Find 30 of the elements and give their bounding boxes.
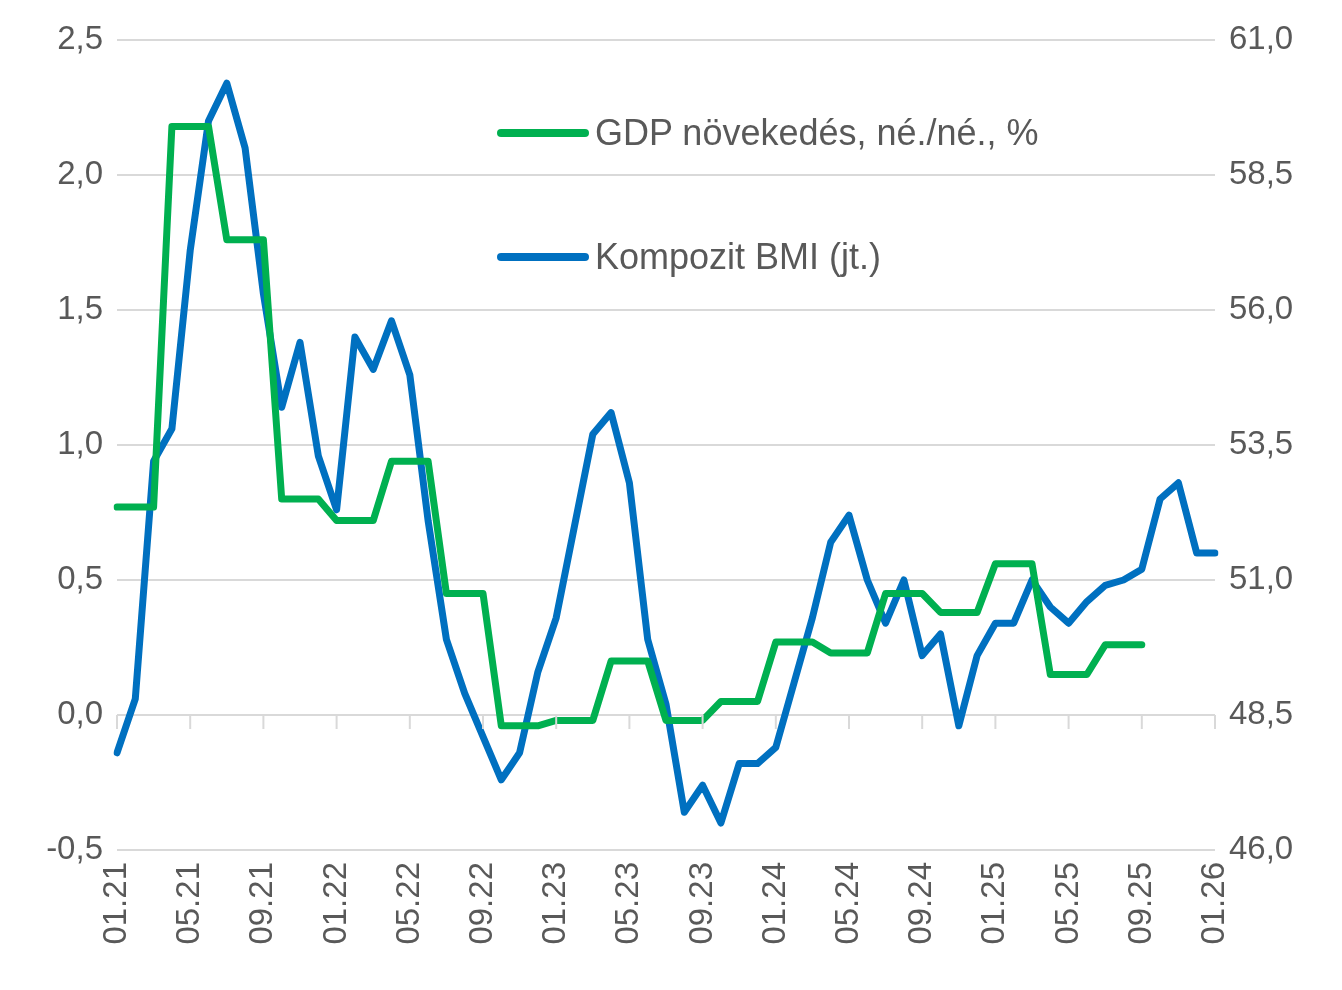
x-tick-label: 05.23 xyxy=(608,862,646,945)
legend-label: GDP növekedés, né./né., % xyxy=(595,112,1039,154)
y-tick-label: 2,5 xyxy=(57,19,103,57)
legend-label: Kompozit BMI (jt.) xyxy=(595,236,882,278)
y2-tick-label: 51,0 xyxy=(1229,559,1294,597)
x-tick-label: 01.24 xyxy=(754,862,792,945)
y2-tick-label: 46,0 xyxy=(1229,829,1294,867)
x-tick-label: 09.23 xyxy=(681,862,719,945)
y2-tick-label: 48,5 xyxy=(1229,694,1294,732)
x-tick-label: 01.23 xyxy=(535,862,573,945)
y-tick-label: 1,0 xyxy=(57,424,103,462)
y-tick-label: 0,5 xyxy=(57,559,103,597)
x-tick-label: 01.22 xyxy=(315,862,353,945)
y2-tick-label: 56,0 xyxy=(1229,289,1294,327)
y2-tick-label: 61,0 xyxy=(1229,19,1294,57)
x-tick-label: 05.22 xyxy=(388,862,426,945)
x-tick-label: 05.24 xyxy=(828,862,866,945)
x-tick-label: 09.25 xyxy=(1120,862,1158,945)
x-tick-label: 09.22 xyxy=(462,862,500,945)
x-tick-label: 09.24 xyxy=(901,862,939,945)
y-tick-label: 2,0 xyxy=(57,154,103,192)
x-tick-label: 05.25 xyxy=(1047,862,1085,945)
y-tick-label: 1,5 xyxy=(57,289,103,327)
x-tick-label: 01.25 xyxy=(974,862,1012,945)
x-tick-label: 09.21 xyxy=(242,862,280,945)
x-tick-label: 01.26 xyxy=(1194,862,1232,945)
x-tick-label: 05.21 xyxy=(169,862,207,945)
y-tick-label: 0,0 xyxy=(57,694,103,732)
y2-tick-label: 58,5 xyxy=(1229,154,1294,192)
y2-tick-label: 53,5 xyxy=(1229,424,1294,462)
